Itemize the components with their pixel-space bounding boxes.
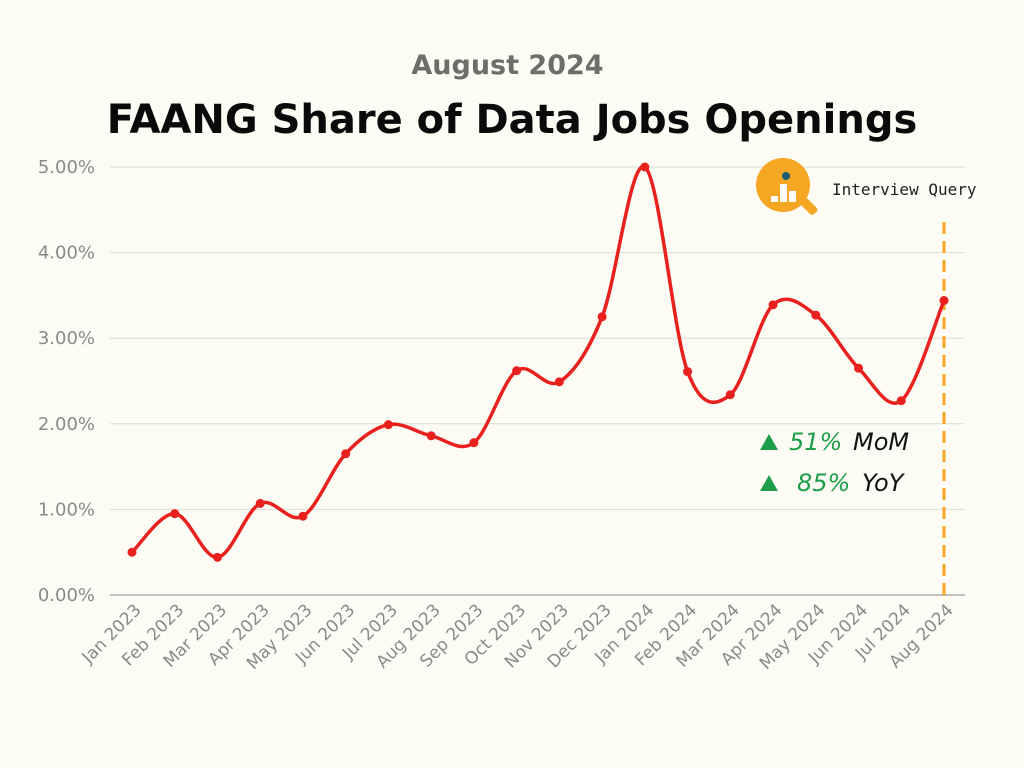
data-point — [640, 162, 650, 172]
brand-name: Interview Query — [832, 180, 977, 199]
interview-query-logo: Interview Query — [756, 158, 977, 220]
data-point — [683, 367, 693, 377]
mom-label: MoM — [853, 428, 909, 456]
data-point — [725, 390, 735, 400]
yoy-up-arrow-icon — [760, 475, 778, 491]
data-point — [939, 296, 949, 306]
data-point — [896, 396, 906, 406]
yoy-percent: 85% — [797, 469, 850, 497]
data-point — [512, 366, 522, 376]
yoy-label: YoY — [862, 469, 906, 497]
y-tick-label: 4.00% — [38, 243, 95, 264]
y-tick-label: 1.00% — [38, 499, 95, 520]
y-tick-label: 3.00% — [38, 328, 95, 349]
data-points — [127, 162, 949, 562]
magnifier-bar-chart-icon — [756, 158, 810, 212]
data-point — [127, 547, 137, 557]
data-point — [170, 509, 180, 519]
data-point — [298, 511, 308, 521]
data-point — [854, 363, 864, 373]
y-tick-label: 2.00% — [38, 414, 95, 435]
data-point — [811, 310, 821, 320]
mom-percent: 51% — [789, 428, 842, 456]
y-axis: 0.00% 1.00% 2.00% 3.00% 4.00% 5.00% — [38, 157, 95, 606]
mom-up-arrow-icon — [760, 434, 778, 450]
data-point — [212, 552, 222, 562]
series-line — [130, 165, 946, 560]
data-point — [768, 300, 778, 310]
yoy-annotation: 85% YoY — [760, 469, 906, 497]
mom-annotation: 51% MoM — [760, 428, 909, 456]
y-tick-label: 0.00% — [38, 585, 95, 606]
data-point — [554, 377, 564, 387]
data-point — [597, 312, 607, 322]
data-point — [469, 438, 479, 448]
data-point — [383, 420, 393, 430]
data-point — [341, 449, 351, 459]
chart-title: FAANG Share of Data Jobs Openings — [106, 97, 918, 143]
y-tick-label: 5.00% — [38, 157, 95, 178]
data-point — [426, 431, 436, 441]
data-point — [255, 498, 265, 508]
chart-subtitle: August 2024 — [411, 50, 604, 81]
